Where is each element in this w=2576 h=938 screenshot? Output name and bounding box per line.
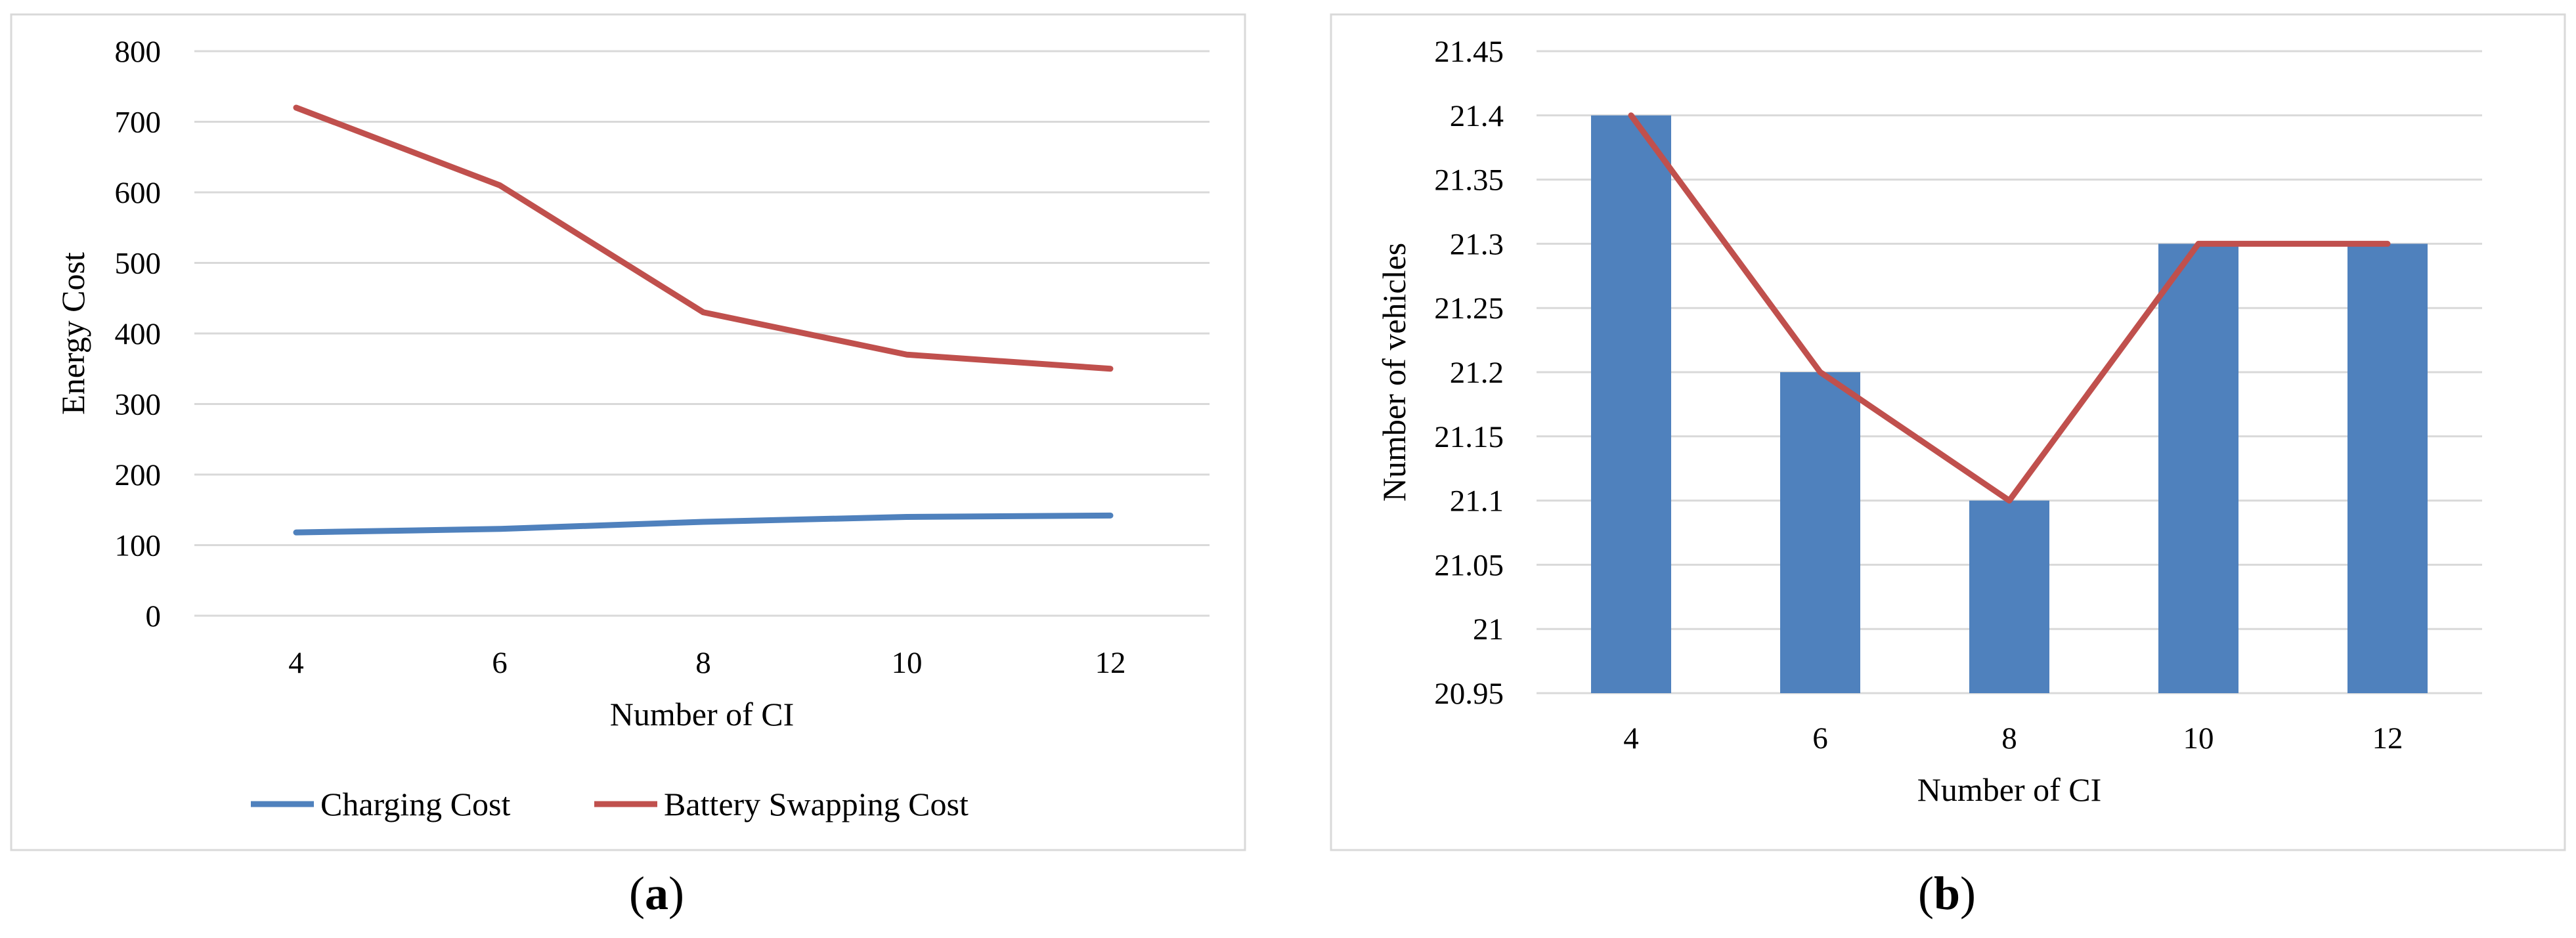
y-axis-label: Energy Cost <box>55 252 91 415</box>
x-tick-label: 6 <box>492 646 508 680</box>
y-tick-label: 700 <box>115 106 162 140</box>
chart-a-frame <box>10 13 1246 851</box>
y-axis-label: Number of vehicles <box>1376 243 1412 501</box>
y-tick-label: 400 <box>115 317 162 351</box>
legend-label: Battery Swapping Cost <box>664 786 969 822</box>
x-tick-label: 8 <box>2001 721 2017 756</box>
x-tick-label: 6 <box>1812 721 1828 756</box>
x-tick-label: 10 <box>892 646 923 680</box>
x-tick-label: 8 <box>695 646 711 680</box>
y-tick-label: 600 <box>115 176 162 210</box>
x-tick-label: 4 <box>288 646 304 680</box>
x-tick-label: 12 <box>1095 646 1126 680</box>
x-axis-label: Number of CI <box>1917 771 2102 808</box>
chart-a: 0 100 200 300 400 500 600 700 800 4 6 8 10 12 Number o… <box>10 13 1246 920</box>
bar <box>1969 500 2049 693</box>
bar <box>2158 244 2238 693</box>
y-tick-label: 200 <box>115 458 162 492</box>
y-tick-label: 300 <box>115 388 162 422</box>
y-tick-label: 800 <box>115 35 162 69</box>
x-tick-label: 12 <box>2372 721 2403 756</box>
y-tick-label: 21.15 <box>1434 420 1504 454</box>
y-tick-label: 21.35 <box>1434 163 1504 198</box>
bar <box>1591 115 1671 694</box>
legend-label: Charging Cost <box>320 786 510 822</box>
panel-label-a: (a) <box>629 867 684 920</box>
y-tick-label: 20.95 <box>1434 677 1504 711</box>
chart-b: 20.95 21 21.05 21.1 21.15 21.2 21.25 21.3 21.35 2… <box>1330 13 2566 920</box>
bar <box>1780 372 1860 693</box>
y-tick-label: 21.3 <box>1450 227 1504 261</box>
y-tick-label: 21.05 <box>1434 548 1504 582</box>
x-tick-label: 10 <box>2183 721 2214 756</box>
y-tick-label: 21.1 <box>1450 484 1504 519</box>
y-tick-label: 21 <box>1473 612 1504 647</box>
y-tick-label: 21.45 <box>1434 35 1504 69</box>
y-tick-label: 0 <box>146 599 162 633</box>
y-tick-label: 500 <box>115 247 162 281</box>
y-tick-label: 21.4 <box>1450 99 1504 133</box>
trend-line <box>1628 112 2391 504</box>
panel-label-b: (b) <box>1918 867 1976 920</box>
y-tick-label: 21.25 <box>1434 291 1504 326</box>
x-tick-label: 4 <box>1623 721 1639 756</box>
series-line-1 <box>293 512 1114 536</box>
y-tick-label: 21.2 <box>1450 356 1504 390</box>
bar <box>2347 244 2428 693</box>
series-line-2 <box>293 104 1114 372</box>
x-axis-label: Number of CI <box>610 696 795 733</box>
y-tick-label: 100 <box>115 529 162 563</box>
